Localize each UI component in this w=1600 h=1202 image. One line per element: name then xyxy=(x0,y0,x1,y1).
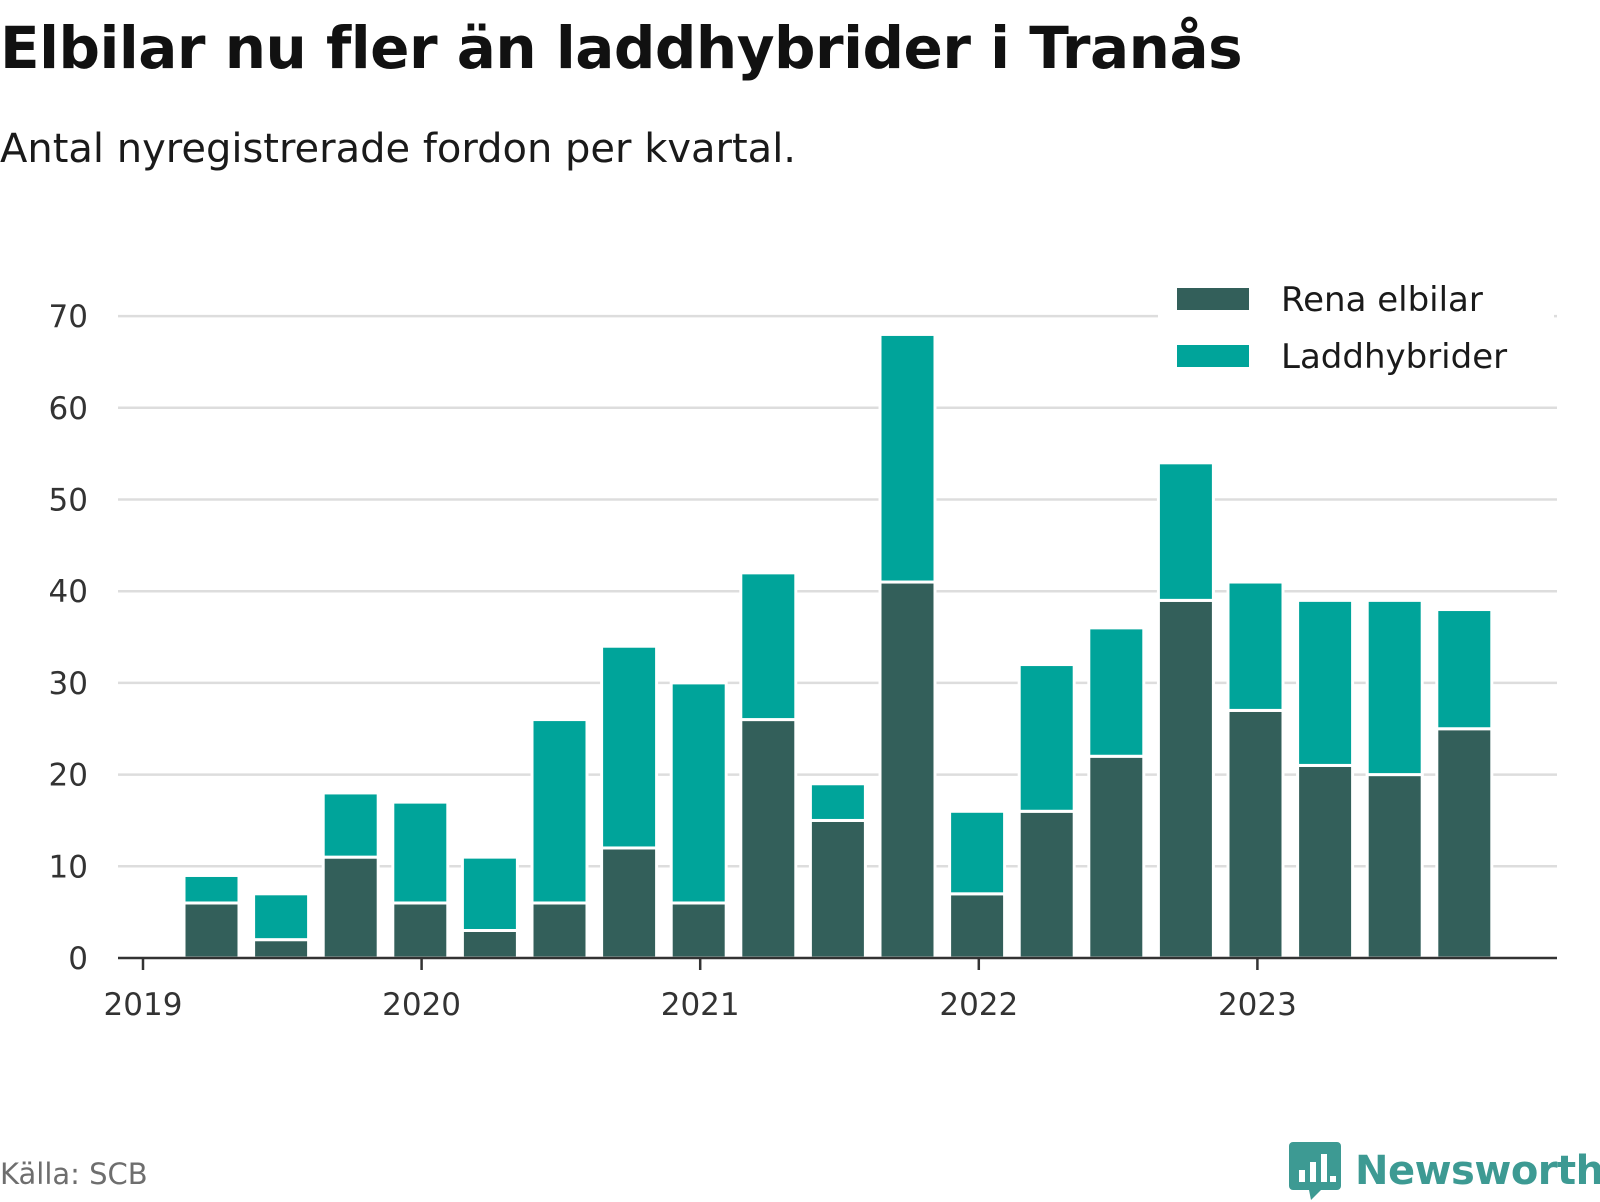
source-note: Källa: SCB xyxy=(0,1157,148,1191)
bar-rena-elbilar-15 xyxy=(1156,598,1215,960)
bar-laddhybrider-6 xyxy=(530,718,589,905)
bar-laddhybrider-13 xyxy=(1017,663,1076,813)
legend-swatch-rena-elbilar xyxy=(1177,288,1249,310)
bar-laddhybrider-17 xyxy=(1296,598,1355,767)
x-tick-label-2023: 2023 xyxy=(1218,987,1297,1023)
y-tick-label-50: 50 xyxy=(49,483,88,519)
bar-laddhybrider-9 xyxy=(739,571,798,722)
newsworthy-bar-chart-icon xyxy=(1289,1142,1341,1200)
x-tick-label-2022: 2022 xyxy=(939,987,1018,1023)
legend-swatch-laddhybrider xyxy=(1177,345,1249,367)
bar-laddhybrider-19 xyxy=(1435,608,1494,731)
bar-laddhybrider-18 xyxy=(1365,598,1424,777)
axes: 0 10 20 30 40 50 60 70 2019 2020 2021 2022 2023 xyxy=(49,299,1557,1023)
bar-rena-elbilar-1 xyxy=(182,901,241,960)
bar-laddhybrider-16 xyxy=(1226,580,1285,712)
bar-rena-elbilar-10 xyxy=(808,818,867,960)
bar-laddhybrider-10 xyxy=(808,782,867,822)
bar-rena-elbilar-3 xyxy=(321,855,380,960)
bar-rena-elbilar-8 xyxy=(669,901,728,960)
bar-rena-elbilar-12 xyxy=(948,892,1007,960)
bar-laddhybrider-1 xyxy=(182,873,241,905)
bar-rena-elbilar-9 xyxy=(739,718,798,960)
bar-laddhybrider-5 xyxy=(460,855,519,932)
chart-title: Elbilar nu fler än laddhybrider i Tranås xyxy=(0,14,1243,82)
y-tick-label-60: 60 xyxy=(49,391,88,427)
bar-laddhybrider-8 xyxy=(669,681,728,905)
bars xyxy=(182,332,1494,960)
x-tick-label-2019: 2019 xyxy=(104,987,183,1023)
bar-rena-elbilar-5 xyxy=(460,928,519,960)
bar-rena-elbilar-14 xyxy=(1087,754,1146,960)
bar-rena-elbilar-7 xyxy=(600,846,659,960)
bar-laddhybrider-2 xyxy=(252,892,311,942)
legend-label-rena-elbilar: Rena elbilar xyxy=(1281,280,1483,320)
newsworthy-logo: Newsworthy xyxy=(1289,1140,1600,1202)
bar-rena-elbilar-17 xyxy=(1296,763,1355,960)
y-tick-label-10: 10 xyxy=(49,849,88,885)
bar-laddhybrider-7 xyxy=(600,644,659,850)
y-tick-label-20: 20 xyxy=(49,758,88,794)
legend: Rena elbilar Laddhybrider xyxy=(1158,274,1554,384)
bar-rena-elbilar-2 xyxy=(252,938,311,960)
bar-rena-elbilar-6 xyxy=(530,901,589,960)
x-tick-label-2021: 2021 xyxy=(661,987,740,1023)
chart-subtitle: Antal nyregistrerade fordon per kvartal. xyxy=(0,126,797,172)
bar-laddhybrider-4 xyxy=(391,800,450,905)
bar-rena-elbilar-13 xyxy=(1017,809,1076,960)
bar-laddhybrider-3 xyxy=(321,791,380,859)
bar-rena-elbilar-4 xyxy=(391,901,450,960)
bar-laddhybrider-11 xyxy=(878,332,937,584)
bar-rena-elbilar-18 xyxy=(1365,773,1424,960)
bar-rena-elbilar-11 xyxy=(878,580,937,960)
legend-label-laddhybrider: Laddhybrider xyxy=(1281,337,1507,377)
bar-laddhybrider-15 xyxy=(1156,461,1215,602)
bar-laddhybrider-14 xyxy=(1087,626,1146,758)
bar-rena-elbilar-19 xyxy=(1435,727,1494,960)
y-tick-label-30: 30 xyxy=(49,666,88,702)
brand-name: Newsworthy xyxy=(1355,1148,1600,1194)
y-tick-label-40: 40 xyxy=(49,574,88,610)
bar-laddhybrider-12 xyxy=(948,809,1007,896)
y-tick-label-0: 0 xyxy=(68,941,88,977)
x-tick-label-2020: 2020 xyxy=(382,987,461,1023)
y-tick-label-70: 70 xyxy=(49,299,88,335)
bar-rena-elbilar-16 xyxy=(1226,708,1285,960)
